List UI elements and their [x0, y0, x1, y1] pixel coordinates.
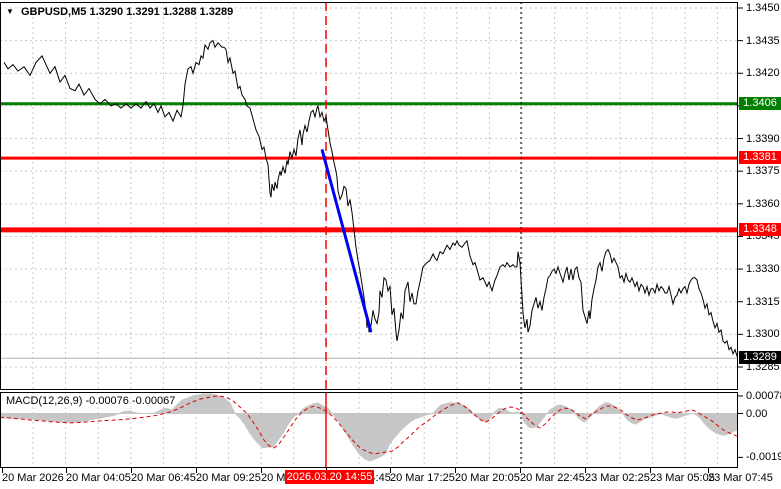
symbol-title-row: ▼ GBPUSD,M5 1.3290 1.3291 1.3288 1.3289 [6, 6, 233, 18]
price-axis-label: 1.3450 [746, 2, 780, 14]
macd-axis-label: 0.00078 [746, 389, 781, 402]
macd-indicator-label: MACD(12,26,9) [6, 395, 83, 407]
time-axis-label: 20 Mar 22:45 [520, 472, 585, 484]
macd-pane[interactable] [0, 392, 738, 468]
price-axis-label: 1.3375 [746, 165, 780, 178]
price-pane-border [0, 2, 738, 390]
price-axis-label: 1.3420 [746, 67, 780, 80]
time-axis-label: 20 Mar 2026 [2, 472, 64, 484]
price-axis-label: 1.3315 [746, 295, 780, 308]
macd-indicator-values: -0.00076 -0.00067 [85, 395, 176, 407]
price-marker-badge: 1.3381 [739, 151, 781, 165]
price-pane[interactable] [0, 2, 738, 390]
time-axis-label: 23 Mar 07:45 [708, 472, 773, 484]
time-axis-label: 20 Mar 17:25 [390, 472, 455, 484]
time-axis-label: 20 Mar 06:45 [131, 472, 196, 484]
time-marker-badge: 2026.03.20 14:55 [285, 470, 374, 484]
price-axis-label: 1.3330 [746, 263, 780, 276]
price-line [3, 39, 737, 358]
symbol-label: GBPUSD,M5 [20, 6, 87, 18]
time-axis-label: 23 Mar 02:25 [585, 472, 650, 484]
trend-line[interactable] [320, 149, 373, 333]
price-axis-label: 1.3435 [746, 34, 780, 47]
ohlc-values: 1.3290 1.3291 1.3288 1.3289 [89, 6, 234, 18]
price-marker-badge: 1.3289 [739, 351, 781, 365]
price-axis-label: 1.3390 [746, 132, 780, 145]
time-axis-label: 20 Mar 20:05 [455, 472, 520, 484]
time-axis-label: 20 Mar 04:05 [66, 472, 131, 484]
price-axis-label: 1.3360 [746, 197, 780, 210]
price-axis-label: 1.3300 [746, 328, 780, 341]
symbol-dropdown-icon[interactable]: ▼ [6, 7, 14, 16]
price-marker-badge: 1.3348 [739, 222, 781, 236]
macd-pane-border [0, 392, 738, 468]
macd-axis-label: -0.00195 [746, 451, 781, 464]
time-axis-label: 23 Mar 05:05 [650, 472, 715, 484]
macd-label-row: MACD(12,26,9) -0.00076 -0.00067 [6, 395, 175, 407]
price-marker-badge: 1.3406 [739, 96, 781, 110]
macd-axis-label: 0.00 [746, 407, 768, 420]
time-axis-label: 20 Mar 09:25 [196, 472, 261, 484]
